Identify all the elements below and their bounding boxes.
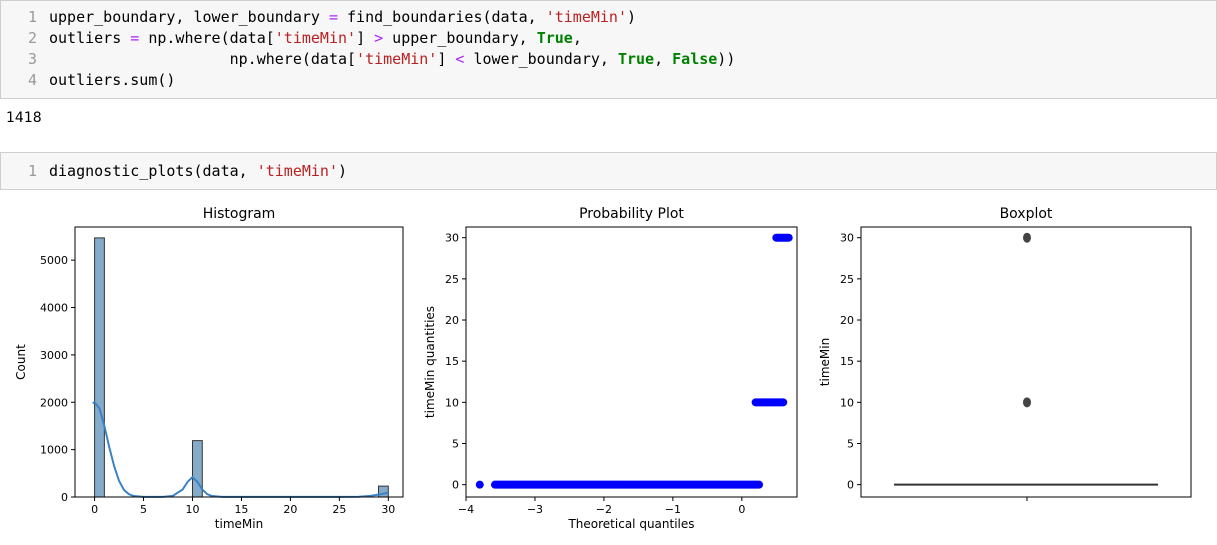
code-token: = <box>328 8 338 26</box>
x-tick-label: −3 <box>527 503 543 516</box>
line-number: 1 <box>27 8 37 26</box>
x-tick-label: 15 <box>234 503 248 516</box>
code-token: outliers <box>49 29 131 47</box>
code-line[interactable]: 3 np.where(data['timeMin'] < lower_bound… <box>1 49 735 70</box>
histogram-bar <box>94 237 105 498</box>
code-cell-1[interactable]: 1 upper_boundary, lower_boundary = find_b… <box>0 0 1217 99</box>
line-number: 2 <box>27 29 37 47</box>
code-token: = <box>130 29 140 47</box>
line-number: 1 <box>27 162 37 180</box>
x-tick-label: −1 <box>665 503 681 516</box>
code-token: , <box>572 29 582 47</box>
y-tick-label: 25 <box>445 273 459 286</box>
cell-1-output: 1418 <box>6 110 42 126</box>
y-tick-label: 4000 <box>40 302 68 315</box>
code-token: < <box>455 50 465 68</box>
axes-frame <box>74 226 404 498</box>
code-token: lower_boundary, <box>464 50 618 68</box>
chart-box-panel: Boxplot 0 5 10 15 20 25 30 timeMin <box>818 206 1192 501</box>
code-token: find_boundaries(data, <box>338 8 546 26</box>
y-tick-label: 15 <box>840 355 854 368</box>
code-token: ] <box>437 50 456 68</box>
y-tick-label: 15 <box>445 355 459 368</box>
y-tick-label: 5 <box>452 437 459 450</box>
x-tick-label: 30 <box>381 503 395 516</box>
code-token: diagnostic_plots(data, <box>49 162 257 180</box>
boxplot-outlier <box>1023 397 1031 408</box>
y-axis-label: timeMin quantities <box>423 306 437 418</box>
axes-frame <box>860 226 1192 498</box>
code-token: > <box>374 29 384 47</box>
code-token: )) <box>717 50 736 68</box>
x-axis-label: Theoretical quantiles <box>567 517 694 531</box>
y-axis-label: Count <box>14 344 28 380</box>
y-tick-label: 3000 <box>40 349 68 362</box>
y-tick-label: 25 <box>840 273 854 286</box>
code-token: False <box>672 50 718 68</box>
code-line[interactable]: 4 outliers.sum() <box>1 70 175 91</box>
y-tick-label: 0 <box>61 491 68 504</box>
x-tick-label: 20 <box>283 503 297 516</box>
y-tick-label: 0 <box>847 479 854 492</box>
code-token: np.where(data[ <box>139 29 275 47</box>
code-cell-2[interactable]: 1 diagnostic_plots(data, 'timeMin') <box>0 152 1217 190</box>
boxplot-outlier <box>1023 232 1031 243</box>
y-tick-label: 30 <box>840 232 854 245</box>
code-token: 'timeMin' <box>256 162 338 180</box>
code-line[interactable]: 2 outliers = np.where(data['timeMin'] > u… <box>1 28 582 49</box>
code-token: outliers.sum() <box>49 71 176 89</box>
line-number: 3 <box>27 50 37 68</box>
y-tick-label: 5000 <box>40 254 68 267</box>
code-token: upper_boundary, <box>383 29 537 47</box>
code-token: ] <box>356 29 375 47</box>
code-token: np.where(data[ <box>49 50 357 68</box>
code-line[interactable]: 1 upper_boundary, lower_boundary = find_b… <box>1 7 636 28</box>
code-token: True <box>617 50 655 68</box>
kde-line <box>92 401 389 498</box>
y-tick-label: 20 <box>445 314 459 327</box>
x-tick-label: 0 <box>738 503 745 516</box>
probability-point <box>475 480 484 489</box>
code-token: ) <box>338 162 348 180</box>
x-tick-label: −2 <box>596 503 612 516</box>
code-token: , <box>654 50 673 68</box>
code-token: 'timeMin' <box>545 8 627 26</box>
x-axis-label: timeMin <box>215 517 263 531</box>
y-tick-label: 5 <box>847 437 854 450</box>
code-token: True <box>536 29 573 47</box>
x-tick-label: 0 <box>91 503 98 516</box>
axes-frame <box>465 226 798 498</box>
chart-scatter-panel: Probability Plot 0 5 10 15 20 25 30 −4 −3 −2 −1 0 The… <box>423 206 798 531</box>
y-axis-label: timeMin <box>818 338 832 386</box>
x-tick-label: 25 <box>332 503 346 516</box>
chart-bar-panel: Histogram 0 1000 2000 3000 4000 5000 0 5 10 15 20 25… <box>14 206 404 531</box>
x-tick-label: 10 <box>185 503 199 516</box>
code-token: upper_boundary, lower_boundary <box>49 8 329 26</box>
code-token: ) <box>627 8 637 26</box>
chart-title: Boxplot <box>1000 206 1053 222</box>
x-tick-label: −4 <box>458 503 474 516</box>
y-tick-label: 10 <box>840 396 854 409</box>
chart-title: Histogram <box>203 206 276 222</box>
line-number: 4 <box>27 71 37 89</box>
chart-title: Probability Plot <box>579 206 684 222</box>
code-token: 'timeMin' <box>356 50 438 68</box>
x-tick-label: 5 <box>140 503 147 516</box>
y-tick-label: 0 <box>452 479 459 492</box>
y-tick-label: 2000 <box>40 396 68 409</box>
code-token: 'timeMin' <box>274 29 357 47</box>
y-tick-label: 10 <box>445 396 459 409</box>
y-tick-label: 20 <box>840 314 854 327</box>
y-tick-label: 1000 <box>40 444 68 457</box>
y-tick-label: 30 <box>445 232 459 245</box>
code-line[interactable]: 1 diagnostic_plots(data, 'timeMin') <box>1 161 347 182</box>
